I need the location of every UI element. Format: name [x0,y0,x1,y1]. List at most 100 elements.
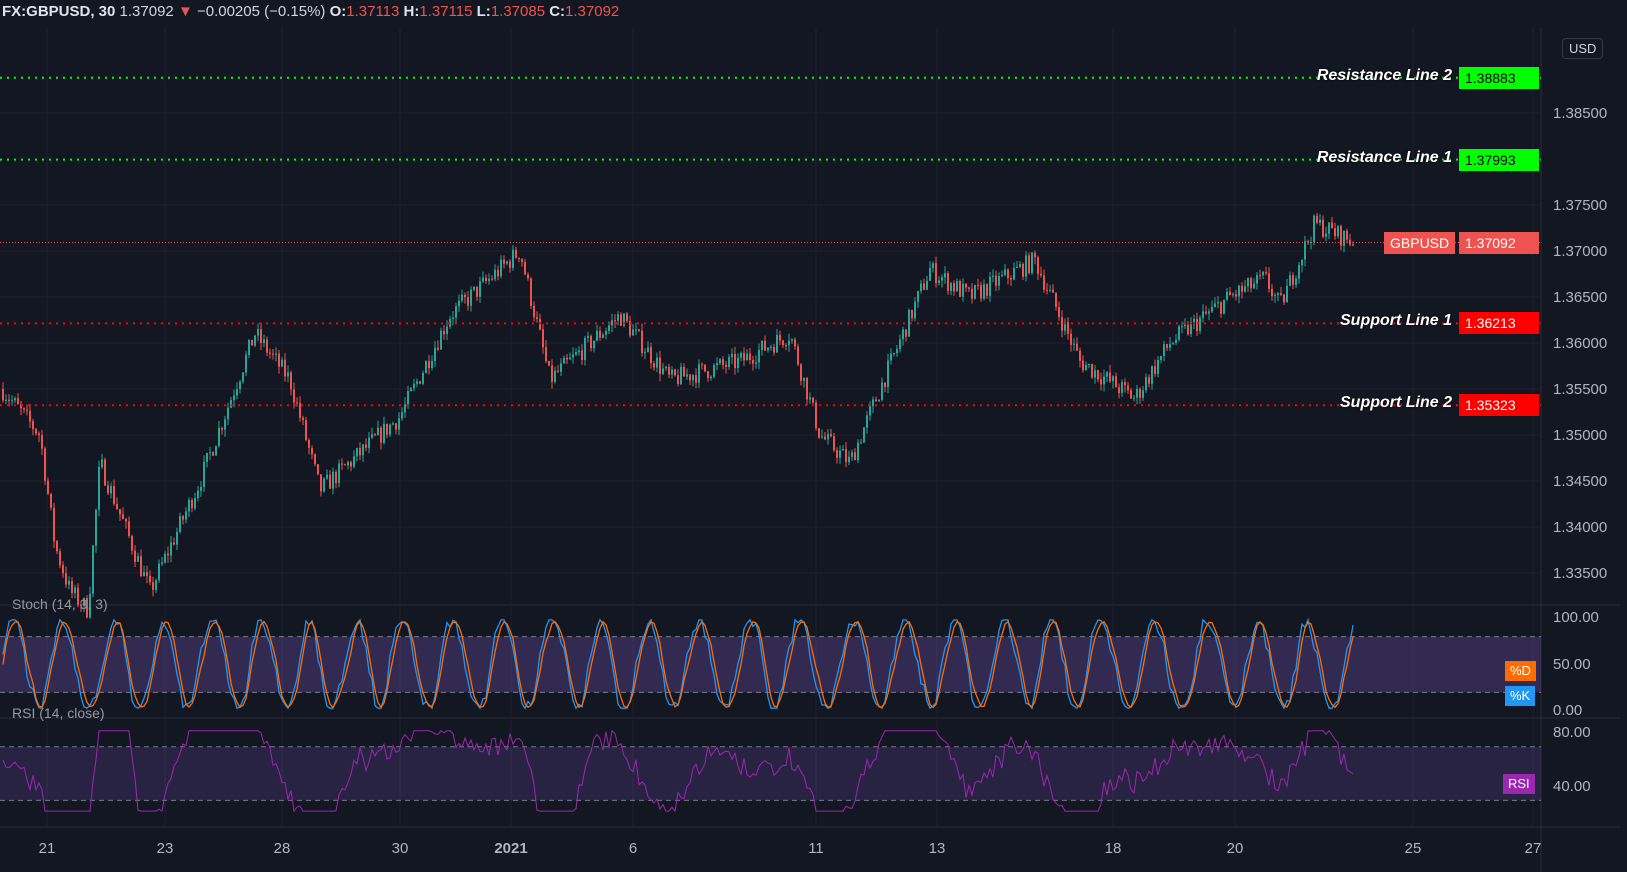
candle [434,347,436,362]
candle [773,346,775,353]
candle [1094,370,1096,378]
candle [842,449,844,451]
candle [1274,295,1276,297]
candle [1238,285,1240,297]
candle [278,353,280,367]
candle [308,440,310,448]
candle [1271,288,1273,297]
candle [887,360,889,388]
candle [587,335,589,338]
candle [299,402,301,418]
candle [884,382,886,388]
price-axis-label: 1.35500 [1553,381,1607,398]
level-name[interactable]: Support Line 1 [1340,312,1452,330]
candle [1232,294,1234,296]
candle [44,448,46,481]
candle [866,415,868,428]
candle [419,381,421,384]
price-axis-label: 1.36500 [1553,289,1607,306]
candle [695,375,697,383]
candle [953,283,955,292]
candle [677,375,679,385]
level-name[interactable]: Resistance Line 2 [1316,66,1452,84]
candle [917,291,919,302]
candle [347,462,349,466]
candle [1343,230,1345,246]
candle [878,399,880,402]
candle [692,375,694,381]
candle [152,582,154,590]
candle [140,556,142,577]
candle [290,372,292,390]
candle [581,350,583,361]
candle [338,463,340,484]
candle [992,275,994,277]
candle [512,249,514,268]
candle [1130,390,1132,399]
candle [464,294,466,298]
rsi-axis-80: 80.00 [1553,724,1591,741]
candle [794,339,796,347]
stoch-k-label: %K [1505,686,1536,706]
stoch-axis-0: 0.00 [1553,702,1583,719]
symbol-header: FX:GBPUSD, 30 1.37092 ▼ −0.00205 (−0.15%… [2,3,619,20]
candle [593,340,595,349]
candle [488,278,490,282]
symbol-label[interactable]: FX:GBPUSD, 30 [2,3,116,20]
candle [716,363,718,366]
candle [200,486,202,491]
rsi-title[interactable]: RSI (14, close) [12,705,105,721]
time-axis-label: 2021 [494,840,527,857]
candle [341,463,343,465]
candle [1280,293,1282,295]
candle [203,461,205,487]
candle [353,456,355,467]
candle [326,474,328,479]
candle [377,427,379,436]
time-axis-label: 18 [1105,840,1122,857]
stoch-title[interactable]: Stoch (14, 3, 3) [12,596,108,612]
candle [50,493,52,508]
candle [569,357,571,360]
candle [17,398,19,405]
candle [1085,364,1087,371]
candle [857,442,859,461]
candle [494,269,496,280]
candle [611,320,613,326]
candle [182,516,184,520]
candle [626,313,628,322]
candle [245,354,247,373]
time-axis-label: 27 [1525,840,1542,857]
candle [437,347,439,350]
candle [1313,215,1315,243]
candle [1052,289,1054,293]
candle [530,278,532,306]
candle [890,353,892,361]
candle [344,464,346,466]
candle [746,353,748,361]
level-name[interactable]: Support Line 2 [1340,394,1452,412]
candle [1268,273,1270,289]
candle [1328,222,1330,234]
candle [788,340,790,346]
candle [257,329,259,336]
candle [686,374,688,377]
candle [689,374,691,381]
candle [560,363,562,372]
candle [14,398,16,401]
candle [1100,379,1102,385]
candle [218,428,220,447]
candle [755,362,757,364]
candle [89,593,91,618]
candle [758,349,760,363]
candle [1010,278,1012,280]
currency-button[interactable]: USD [1562,38,1604,59]
candle [131,535,133,551]
level-name[interactable]: Resistance Line 1 [1316,148,1452,166]
candle [65,573,67,585]
candle [635,329,637,331]
level-price-label: 1.35323 [1459,394,1539,417]
candle [824,436,826,440]
candle [98,467,100,510]
